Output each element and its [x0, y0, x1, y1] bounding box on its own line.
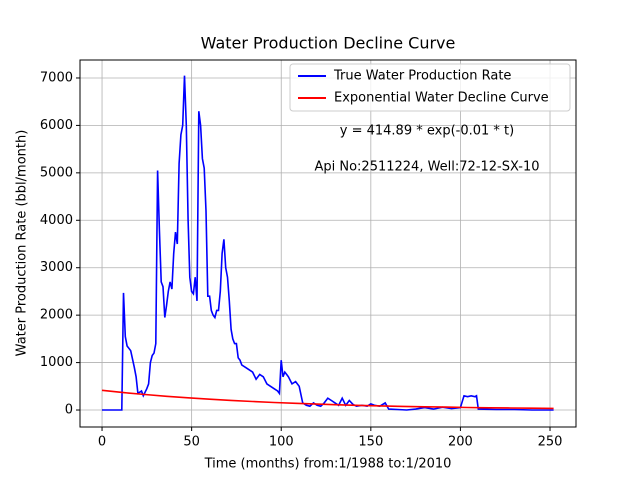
y-tick-label: 5000: [40, 165, 73, 180]
data-line: [101, 389, 554, 410]
y-axis-label: Water Production Rate (bbl/month): [15, 130, 30, 357]
legend-box: [289, 63, 571, 112]
legend-label: True Water Production Rate: [333, 69, 511, 84]
x-tick-label: 150: [358, 435, 383, 450]
y-tick-label: 6000: [40, 118, 73, 133]
x-axis-label: Time (months) from:1/1988 to:1/2010: [204, 457, 452, 472]
annotation: Api No:2511224, Well:72-12-SX-10: [314, 160, 539, 175]
chart-title: Water Production Decline Curve: [201, 34, 456, 53]
x-tick-label: 50: [183, 435, 200, 450]
y-tick-label: 4000: [40, 213, 73, 228]
y-tick-label: 7000: [40, 70, 73, 85]
y-tick-label: 0: [65, 403, 73, 418]
x-tick-label: 250: [538, 435, 563, 450]
x-tick-label: 0: [98, 435, 106, 450]
legend-label: Exponential Water Decline Curve: [334, 91, 549, 106]
x-tick-label: 200: [448, 435, 473, 450]
y-tick-label: 2000: [40, 308, 73, 323]
y-tick-label: 1000: [40, 355, 73, 370]
x-tick-label: 100: [269, 435, 294, 450]
plot-frame: [79, 59, 577, 428]
y-tick-label: 3000: [40, 260, 73, 275]
annotation: y = 414.89 * exp(-0.01 * t): [340, 124, 514, 139]
